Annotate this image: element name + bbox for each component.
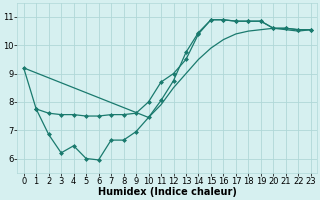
X-axis label: Humidex (Indice chaleur): Humidex (Indice chaleur): [98, 187, 237, 197]
